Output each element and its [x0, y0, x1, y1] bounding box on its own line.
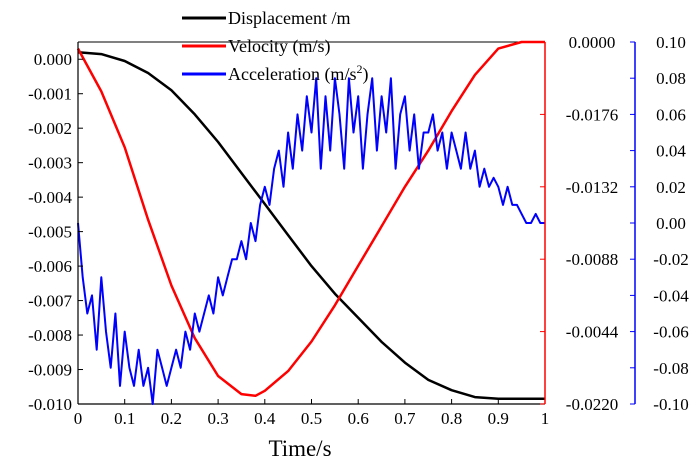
acceleration-tick-label: -0.04 — [653, 286, 689, 305]
acceleration-tick-label: -0.06 — [653, 323, 688, 342]
left-tick-label: -0.004 — [28, 188, 72, 207]
x-tick-label: 0.3 — [207, 409, 228, 428]
acceleration-tick-label: 0.06 — [656, 105, 686, 124]
acceleration-tick-label: 0.02 — [656, 178, 686, 197]
velocity-tick-label: -0.0220 — [566, 395, 618, 414]
left-tick-label: -0.010 — [28, 395, 72, 414]
acceleration-tick-label: 0.04 — [656, 142, 686, 161]
acceleration-tick-label: -0.02 — [653, 250, 688, 269]
series-line-acceleration — [77, 77, 545, 405]
x-axis-title: Time/s — [268, 436, 331, 461]
velocity-tick-label: 0.0000 — [569, 33, 616, 52]
legend-label-velocity: Velocity (m/s) — [228, 36, 330, 57]
x-tick-label: 0 — [74, 409, 83, 428]
left-tick-label: 0.000 — [34, 50, 72, 69]
axes-layer: 0 0.1 0.2 0.3 0.4 0.5 0.6 0.7 0.8 0.9 1 0.000 -0.001… — [28, 33, 689, 428]
series-line-displacement — [77, 51, 545, 401]
left-tick-label: -0.006 — [28, 257, 72, 276]
acceleration-tick-label: 0.08 — [656, 69, 686, 88]
acceleration-tick-label: 0.00 — [656, 214, 686, 233]
x-tick-label: 0.2 — [161, 409, 182, 428]
left-tick-label: -0.009 — [28, 361, 72, 380]
legend-label-acceleration: Acceleration (m/s2) — [228, 62, 368, 85]
x-tick-label: 0.7 — [394, 409, 416, 428]
legend: Displacement /m Velocity (m/s) Acceleratio… — [182, 8, 368, 85]
velocity-tick-label: -0.0132 — [566, 178, 618, 197]
velocity-tick-label: -0.0176 — [566, 105, 618, 124]
x-tick-label: 0.5 — [301, 409, 322, 428]
left-tick-label: -0.001 — [28, 85, 72, 104]
legend-label-displacement: Displacement /m — [228, 8, 350, 28]
left-tick-label: -0.003 — [28, 154, 72, 173]
x-tick-label: 0.9 — [488, 409, 509, 428]
x-tick-label: 0.4 — [254, 409, 276, 428]
x-tick-label: 0.8 — [441, 409, 462, 428]
left-tick-label: -0.005 — [28, 223, 72, 242]
acceleration-tick-label: 0.10 — [656, 33, 686, 52]
left-tick-label: -0.002 — [28, 119, 72, 138]
x-tick-label: 0.6 — [348, 409, 369, 428]
series-layer — [76, 40, 545, 405]
acceleration-tick-label: -0.10 — [653, 395, 688, 414]
velocity-tick-label: -0.0088 — [566, 250, 618, 269]
acceleration-tick-label: -0.08 — [653, 359, 688, 378]
velocity-tick-label: -0.0044 — [566, 323, 619, 342]
x-tick-label: 0.1 — [114, 409, 135, 428]
x-tick-label: 1 — [541, 409, 550, 428]
left-tick-label: -0.008 — [28, 326, 72, 345]
series-line-velocity — [76, 40, 545, 398]
left-tick-label: -0.007 — [28, 292, 72, 311]
